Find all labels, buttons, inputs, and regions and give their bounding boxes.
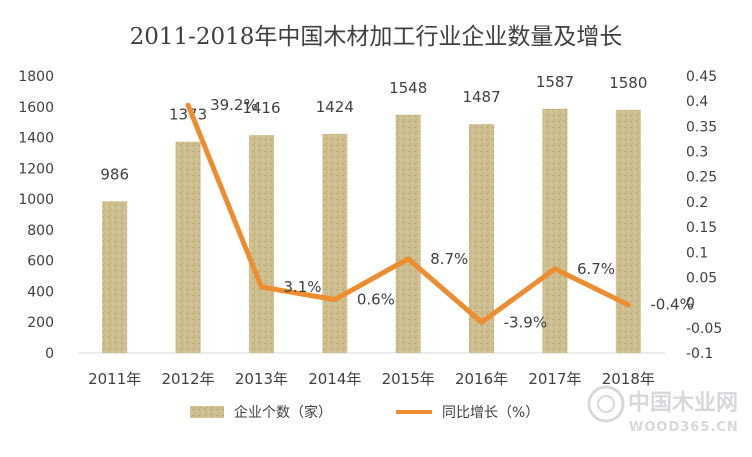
- right-tick-label: -0.05: [686, 321, 722, 337]
- bar: [322, 133, 348, 353]
- right-tick-label: 0.3: [686, 145, 708, 161]
- bar-value-label: 1548: [389, 79, 427, 97]
- bar: [542, 108, 568, 353]
- bar: [102, 201, 128, 353]
- x-tick-label: 2016年: [455, 370, 508, 388]
- line-value-label: 8.7%: [430, 250, 468, 268]
- bar-series: [102, 108, 641, 353]
- watermark-logo-icon: [587, 385, 625, 423]
- x-tick-label: 2017年: [528, 370, 581, 388]
- right-tick-label: 0.4: [686, 94, 708, 110]
- bar-value-label: 1487: [462, 88, 500, 106]
- bar-value-label: 1587: [536, 73, 574, 91]
- line-series: [185, 102, 631, 325]
- left-axis-ticks: 0 200 400 600 800 1000 1200 1400 1600 1800: [18, 69, 54, 362]
- legend-bar-label: 企业个数（家）: [234, 404, 332, 421]
- growth-line: [185, 102, 631, 325]
- line-value-label: -3.9%: [504, 313, 548, 331]
- line-value-label: -0.4%: [650, 296, 694, 314]
- left-tick-label: 1200: [18, 161, 54, 177]
- line-value-label: 39.2%: [210, 96, 258, 114]
- x-tick-label: 2014年: [308, 370, 361, 388]
- right-tick-label: 0.25: [686, 170, 717, 186]
- bar-value-label: 986: [100, 165, 129, 183]
- right-tick-label: -0.1: [686, 346, 713, 362]
- right-tick-label: 0.45: [686, 69, 717, 85]
- right-axis-ticks: -0.1 -0.05 0 0.05 0.1 0.15 0.2 0.25 0.3 0.35 0.4 0.…: [686, 69, 722, 362]
- watermark-url: WOOD365.CN: [629, 420, 739, 435]
- left-tick-label: 1800: [18, 69, 54, 85]
- right-tick-label: 0.1: [686, 245, 708, 261]
- x-tick-label: 2011年: [88, 370, 141, 388]
- legend-bar-swatch: [190, 406, 224, 418]
- bar-value-labels: 986 1373 1416 1424 1548 1487 1587 1580: [100, 73, 647, 183]
- left-tick-label: 1400: [18, 131, 54, 147]
- legend-line-label: 同比增长（%）: [442, 405, 539, 421]
- right-tick-label: 0: [686, 296, 695, 312]
- x-tick-label: 2012年: [161, 370, 214, 388]
- left-tick-label: 600: [27, 254, 54, 270]
- bar-value-label: 1424: [316, 98, 354, 116]
- left-tick-label: 800: [27, 223, 54, 239]
- left-tick-label: 1600: [18, 100, 54, 116]
- left-tick-label: 400: [27, 284, 54, 300]
- right-tick-label: 0.15: [686, 220, 717, 236]
- line-value-label: 0.6%: [357, 291, 395, 309]
- left-tick-label: 200: [27, 315, 54, 331]
- left-tick-label: 1000: [18, 192, 54, 208]
- line-value-label: 3.1%: [283, 278, 321, 296]
- x-axis-labels: 2011年 2012年 2013年 2014年 2015年 2016年 2017年 2018年: [88, 370, 655, 388]
- legend: 企业个数（家） 同比增长（%）: [190, 404, 539, 421]
- watermark-brand: 中国木业网: [628, 391, 738, 416]
- right-tick-label: 0.05: [686, 270, 717, 286]
- watermark: 中国木业网 WOOD365.CN: [587, 385, 739, 435]
- x-tick-label: 2018年: [602, 370, 655, 388]
- bar: [248, 135, 274, 353]
- line-value-label: 6.7%: [577, 260, 615, 278]
- right-tick-label: 0.2: [686, 195, 708, 211]
- bar-value-label: 1373: [169, 106, 207, 124]
- line-value-labels: 39.2% 3.1% 0.6% 8.7% -3.9% 6.7% -0.4%: [210, 96, 694, 331]
- right-tick-label: 0.35: [686, 119, 717, 135]
- left-tick-label: 0: [45, 346, 54, 362]
- x-tick-label: 2013年: [235, 370, 288, 388]
- bar-value-label: 1416: [242, 99, 280, 117]
- bar: [615, 109, 641, 353]
- x-tick-label: 2015年: [382, 370, 435, 388]
- chart-title: 2011-2018年中国木材加工行业企业数量及增长: [130, 24, 623, 50]
- bar: [175, 141, 201, 353]
- bar-value-label: 1580: [609, 74, 647, 92]
- bar: [395, 114, 421, 353]
